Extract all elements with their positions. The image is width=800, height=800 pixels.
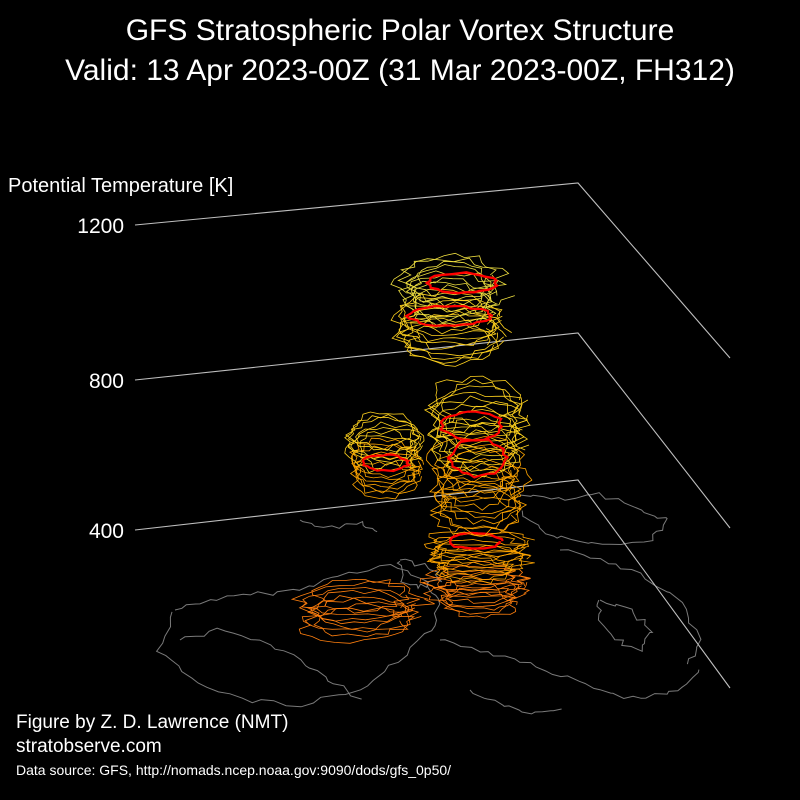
lower-vortex-level-3: [422, 580, 531, 608]
island-3: [596, 599, 654, 653]
mid-vortex-west-level-12: [347, 414, 420, 453]
mid-vortex-main-level-4: [441, 470, 522, 519]
data-source-note: Data source: GFS, http://nomads.ncep.noa…: [16, 762, 452, 778]
mid-vortex-main-level-18: [436, 401, 531, 450]
coastline-eurasia: [155, 563, 441, 708]
basemap-coastlines: [155, 492, 702, 715]
coastline-west: [179, 627, 362, 700]
upper-vortex-level-11: [402, 277, 492, 324]
z-axis-ticks: 400 800 1200: [77, 215, 124, 543]
lower-vortex-level-7: [424, 565, 531, 592]
mid-vortex-west-level-8: [359, 429, 414, 470]
coastline-north-america: [439, 639, 700, 700]
mid-vortex-main-level-8: [442, 449, 520, 500]
z-axis-label: Potential Temperature [K]: [8, 175, 234, 197]
z-tick-label-400: 400: [89, 520, 124, 543]
upper-vortex-level-6: [390, 300, 503, 342]
mid-vortex-west-level-5: [351, 443, 423, 480]
mid-vortex-west-level-1: [355, 456, 422, 494]
lower-vortex-level-9: [435, 556, 516, 584]
mid-vortex-main-level-14: [427, 421, 530, 472]
mid-vortex-main-level-21: [423, 385, 523, 435]
eurasia-lobe-level-3: [310, 595, 410, 630]
upper-vortex-level-3: [391, 310, 512, 357]
axes-frame: [134, 182, 731, 689]
credit-website: stratobserve.com: [16, 736, 162, 757]
mid-vortex-main-level-11: [425, 436, 526, 483]
eurasia-lobe-level-2: [304, 597, 422, 633]
mid-vortex-main-level-20: [430, 391, 529, 437]
upper-vortex-level-0: [409, 323, 495, 367]
lower-vortex-level-13: [426, 543, 531, 569]
vortex-contours: [290, 252, 535, 644]
lower-vortex-level-14: [429, 539, 527, 566]
chart-title-line-2: Valid: 13 Apr 2023-00Z (31 Mar 2023-00Z,…: [65, 54, 735, 87]
mid-vortex-main-level-7: [428, 457, 533, 503]
mid-vortex-edge-1: [438, 410, 504, 442]
upper-vortex-level-8: [400, 288, 494, 335]
upper-vortex-level-10: [412, 281, 498, 327]
mid-vortex-main-level-15: [442, 415, 519, 464]
mid-vortex-main-level-0: [429, 490, 522, 538]
mid-vortex-west-level-6: [349, 437, 418, 478]
upper-vortex-level-12: [398, 272, 515, 318]
coastline-east: [559, 549, 702, 665]
mid-vortex-west-edge: [361, 453, 412, 473]
lower-vortex-edge: [448, 531, 504, 550]
eurasia-lobe-level-4: [307, 589, 416, 625]
chart-title-line-1: GFS Stratospheric Polar Vortex Structure: [125, 14, 675, 47]
mid-vortex-edge-2: [446, 438, 510, 479]
mid-vortex-west-level-3: [349, 451, 420, 488]
lower-vortex-level-17: [428, 526, 535, 553]
axis-plane-800: [134, 332, 731, 529]
mid-vortex-west-level-0: [352, 460, 418, 500]
upper-vortex-level-17: [397, 252, 497, 297]
upper-vortex-level-14: [406, 264, 492, 310]
lower-vortex-level-12: [429, 544, 532, 573]
mid-vortex-main-level-10: [434, 443, 520, 489]
z-tick-label-800: 800: [89, 370, 124, 393]
island-1: [299, 519, 378, 533]
lower-vortex-level-5: [421, 571, 525, 598]
upper-vortex-level-16: [390, 257, 510, 302]
mid-vortex-main-level-6: [437, 460, 515, 511]
axis-plane-400: [134, 479, 731, 689]
axis-plane-1200: [134, 182, 731, 359]
eurasia-lobe-level-6: [290, 580, 435, 617]
credit-author: Figure by Z. D. Lawrence (NMT): [16, 712, 289, 733]
lower-vortex-level-2: [442, 583, 516, 611]
mid-vortex-main-level-19: [429, 395, 528, 446]
eurasia-lobe-level-1: [313, 603, 410, 638]
upper-vortex-edge-2: [404, 304, 494, 327]
z-tick-label-1200: 1200: [77, 215, 124, 238]
mid-vortex-west-level-13: [345, 411, 418, 451]
lower-vortex-level-16: [433, 531, 529, 558]
coastline-greenland: [519, 492, 668, 546]
mid-vortex-west-level-11: [344, 416, 420, 458]
lower-vortex-level-15: [423, 533, 527, 562]
eurasia-lobe-level-7: [311, 578, 410, 614]
mid-vortex-main-level-22: [441, 379, 519, 428]
coastline-south: [469, 689, 562, 715]
upper-vortex-edge-1: [424, 271, 499, 295]
eurasia-lobe-level-5: [298, 587, 420, 622]
